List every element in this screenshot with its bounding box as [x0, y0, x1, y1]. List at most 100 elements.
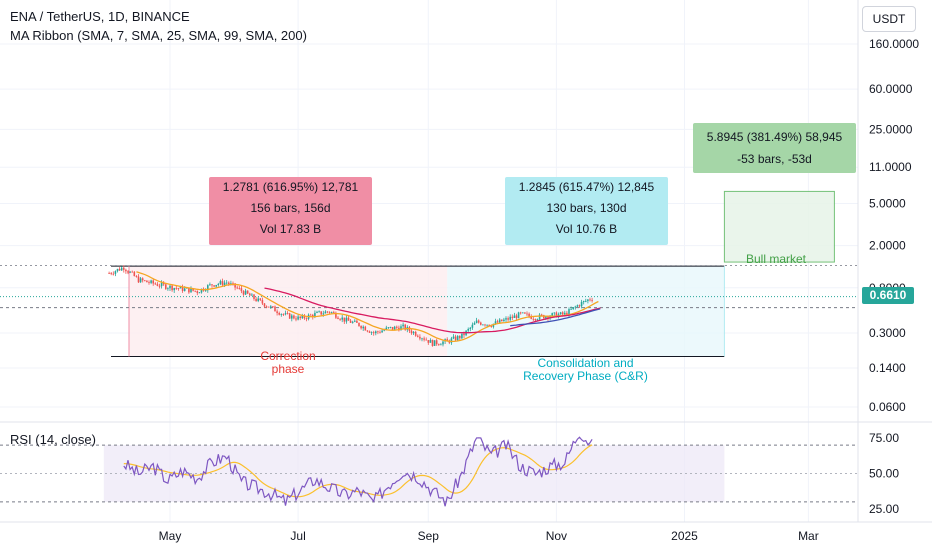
- candle-body: [501, 319, 503, 322]
- candle-body: [246, 290, 249, 294]
- candle-body: [442, 341, 444, 345]
- candle-body: [519, 312, 522, 314]
- candle-body: [335, 312, 337, 318]
- candle-body: [297, 316, 299, 320]
- candle-body: [490, 326, 493, 327]
- candle-body: [545, 316, 547, 319]
- candle-body: [326, 311, 329, 313]
- candle-body: [469, 327, 472, 329]
- candle-body: [114, 271, 117, 274]
- candle-body: [165, 284, 167, 289]
- candle-body: [412, 331, 415, 334]
- measure-box-consolidation: 1.2845 (615.47%) 12,845 130 bars, 130d V…: [505, 177, 668, 245]
- candle-body: [211, 284, 213, 286]
- time-tick-label: Jul: [290, 529, 305, 543]
- candle-body: [467, 328, 469, 331]
- candle-body: [270, 306, 272, 308]
- candle-body: [513, 315, 516, 318]
- indicator-title: MA Ribbon (SMA, 7, SMA, 25, SMA, 99, SMA…: [10, 28, 307, 43]
- candle-body: [144, 280, 146, 282]
- candle-body: [438, 344, 440, 346]
- candle-body: [425, 339, 427, 341]
- candle-body: [162, 282, 165, 285]
- candle-body: [410, 330, 413, 334]
- candle-body: [387, 327, 390, 329]
- candle-body: [568, 309, 570, 316]
- price-tick-label: 5.0000: [869, 196, 906, 210]
- candle-body: [278, 313, 280, 315]
- price-tick-label: 0.1400: [869, 361, 906, 375]
- time-tick-label: Mar: [798, 529, 819, 543]
- price-tick-label: 0.3000: [869, 326, 906, 340]
- candle-body: [173, 287, 175, 291]
- candle-body: [454, 336, 457, 341]
- candle-body: [566, 312, 568, 316]
- candle-body: [375, 331, 377, 334]
- candle-body: [505, 318, 507, 320]
- candle-body: [286, 313, 289, 315]
- price-tick-label: 160.0000: [869, 37, 919, 51]
- candle-body: [456, 335, 459, 341]
- candle-body: [282, 313, 285, 315]
- candle-body: [377, 331, 379, 333]
- candle-body: [299, 316, 301, 319]
- candle-body: [255, 298, 257, 302]
- candle-body: [534, 319, 537, 321]
- candle-body: [473, 323, 476, 325]
- measure-line: 130 bars, 130d: [546, 201, 627, 215]
- candle-body: [578, 305, 581, 307]
- candle-body: [267, 306, 270, 308]
- currency-button[interactable]: USDT: [862, 6, 916, 32]
- candle-body: [393, 326, 396, 330]
- candle-body: [364, 326, 367, 331]
- phase-regions: [0, 190, 858, 357]
- candle-body: [427, 340, 430, 343]
- candle-body: [183, 288, 186, 291]
- candle-body: [433, 340, 436, 346]
- candle-body: [198, 292, 201, 294]
- candle-body: [536, 319, 539, 321]
- candle-body: [146, 280, 148, 283]
- candle-body: [251, 294, 253, 296]
- candle-body: [217, 283, 220, 285]
- annotation-line: Correction: [260, 349, 316, 363]
- candle-body: [572, 307, 574, 310]
- candle-body: [280, 313, 283, 315]
- price-tick-label: 0.0600: [869, 400, 906, 414]
- candle-body: [112, 273, 115, 275]
- candle-body: [125, 269, 127, 272]
- ma-25-line: [136, 271, 599, 343]
- annotation-line: phase: [271, 362, 305, 376]
- candle-body: [417, 335, 419, 337]
- candle-body: [480, 322, 482, 325]
- bull-market-label: Bull market: [745, 252, 807, 266]
- candle-body: [204, 290, 207, 292]
- candle-body: [127, 271, 129, 273]
- candle-body: [423, 338, 425, 340]
- candle-body: [404, 324, 406, 330]
- candle-body: [179, 286, 182, 289]
- candle-body: [196, 291, 199, 293]
- candle-body: [381, 330, 383, 333]
- candle-body: [561, 312, 564, 315]
- candle-body: [257, 298, 259, 302]
- candle-body: [177, 288, 180, 290]
- candle-body: [517, 312, 520, 319]
- candle-body: [131, 271, 133, 273]
- measure-box-correction: 1.2781 (616.95%) 12,781 156 bars, 156d V…: [209, 177, 372, 245]
- candle-body: [368, 331, 371, 333]
- candle-body: [301, 315, 304, 319]
- candle-body: [547, 316, 549, 319]
- candle-body: [320, 311, 322, 315]
- candle-body: [477, 320, 480, 323]
- candle-body: [385, 327, 388, 330]
- candle-body: [194, 290, 196, 292]
- candle-body: [175, 287, 178, 289]
- candle-body: [585, 300, 587, 302]
- candle-body: [475, 320, 478, 324]
- rsi-line: [123, 436, 593, 507]
- candle-body: [190, 288, 192, 293]
- candle-body: [192, 288, 194, 291]
- candle-body: [318, 311, 320, 313]
